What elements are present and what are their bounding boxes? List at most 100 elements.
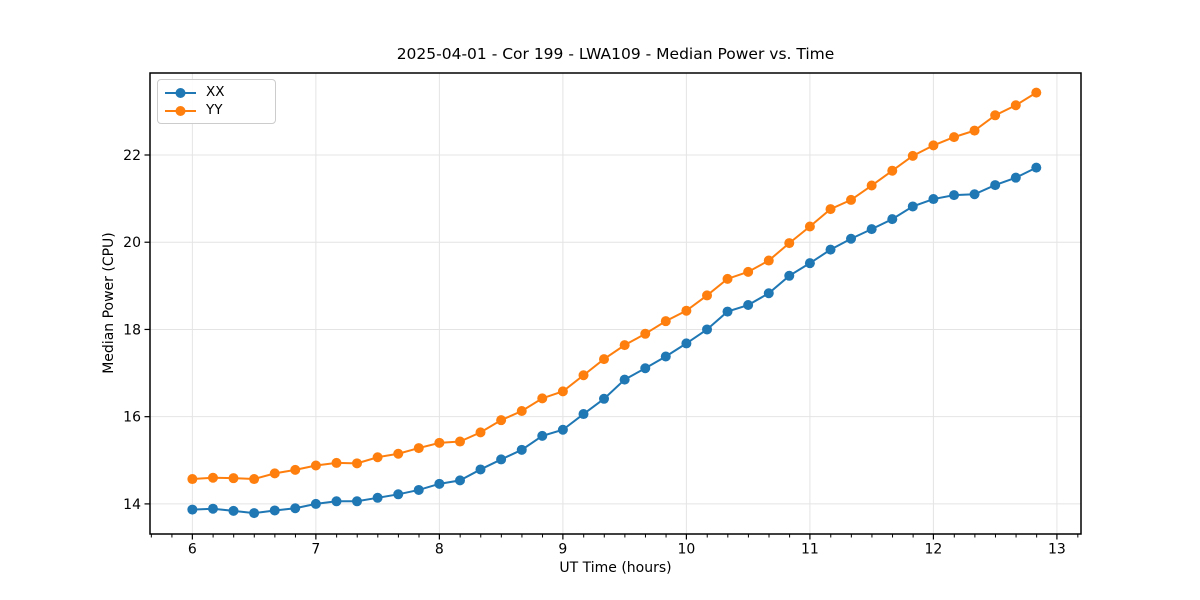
x-tick-label: 10 [677, 542, 695, 558]
data-point-yy [763, 255, 774, 266]
tick-labels: 6 7 8 9 10 11 12 13 14 16 18 20 22 [123, 148, 1066, 558]
data-point-yy [557, 386, 568, 397]
data-point-yy [887, 165, 898, 176]
x-tick-label: 7 [311, 542, 320, 558]
data-point-yy [846, 194, 857, 205]
gridlines [150, 73, 1081, 534]
data-point-yy [866, 180, 877, 191]
data-point-yy [825, 204, 836, 215]
y-tick-label: 14 [123, 497, 141, 513]
data-point-yy [455, 436, 466, 447]
data-point-xx [496, 454, 507, 465]
data-point-yy [290, 464, 301, 475]
data-point-xx [372, 492, 383, 503]
data-point-xx [702, 324, 713, 335]
axes-frame [149, 72, 1082, 535]
data-point-yy [187, 474, 198, 485]
data-point-xx [825, 244, 836, 255]
data-point-yy [722, 273, 733, 284]
series-line-yy [192, 91, 1037, 481]
data-point-xx [763, 288, 774, 299]
data-point-yy [516, 406, 527, 417]
data-point-xx [784, 270, 795, 281]
data-point-xx [681, 338, 692, 349]
data-point-xx [207, 503, 218, 514]
data-point-yy [413, 443, 424, 454]
data-point-yy [249, 474, 260, 485]
data-point-xx [516, 444, 527, 455]
data-point-xx [351, 496, 362, 507]
data-point-xx [249, 508, 260, 519]
x-tick-label: 12 [924, 542, 942, 558]
data-point-yy [743, 266, 754, 277]
data-point-xx [1031, 162, 1042, 173]
data-series [187, 87, 1042, 519]
data-point-xx [578, 409, 589, 420]
data-point-xx [619, 374, 630, 385]
data-point-yy [949, 132, 960, 143]
data-point-yy [969, 125, 980, 136]
data-point-xx [907, 201, 918, 212]
legend-label-xx: XX [206, 84, 225, 100]
data-point-xx [434, 478, 445, 489]
data-point-xx [846, 233, 857, 244]
data-point-yy [1010, 100, 1021, 111]
legend-marker-xx [165, 87, 196, 98]
data-point-xx [290, 503, 301, 514]
data-point-xx [887, 214, 898, 225]
data-point-yy [496, 415, 507, 426]
data-point-yy [269, 468, 280, 479]
data-point-yy [1031, 87, 1042, 98]
legend-label-yy: YY [206, 102, 223, 118]
legend-item-xx: XX [164, 84, 275, 101]
data-point-xx [743, 300, 754, 311]
x-tick-label: 9 [558, 542, 567, 558]
data-point-xx [413, 484, 424, 495]
data-point-yy [372, 452, 383, 463]
data-point-xx [475, 464, 486, 475]
y-tick-label: 22 [123, 148, 141, 164]
data-point-yy [990, 110, 1001, 121]
data-point-yy [434, 437, 445, 448]
data-point-yy [331, 457, 342, 468]
data-point-xx [1010, 172, 1021, 183]
data-point-yy [702, 290, 713, 301]
x-tick-label: 8 [435, 542, 444, 558]
data-point-yy [660, 316, 671, 327]
data-point-yy [537, 393, 548, 404]
data-point-yy [804, 221, 815, 232]
data-point-xx [228, 505, 239, 516]
plot-frame [149, 72, 1082, 535]
data-point-xx [537, 430, 548, 441]
data-point-yy [475, 427, 486, 438]
data-point-yy [351, 458, 362, 469]
data-point-xx [269, 505, 280, 516]
x-tick-label: 13 [1048, 542, 1066, 558]
data-point-xx [660, 351, 671, 362]
x-tick-label: 6 [188, 542, 197, 558]
legend-marker-yy [165, 105, 196, 116]
series-line-xx [192, 166, 1037, 515]
data-point-yy [907, 150, 918, 161]
data-point-xx [928, 194, 939, 205]
data-point-xx [804, 258, 815, 269]
data-point-xx [455, 475, 466, 486]
data-point-yy [619, 340, 630, 351]
data-point-yy [928, 140, 939, 151]
x-axis-label: UT Time (hours) [559, 560, 672, 576]
y-axis-label: Median Power (CPU) [101, 232, 117, 374]
legend-item-yy: YY [164, 102, 275, 119]
x-tick-label: 11 [801, 542, 819, 558]
data-point-yy [310, 460, 321, 471]
data-point-xx [969, 189, 980, 200]
data-point-yy [681, 305, 692, 316]
data-point-yy [599, 354, 610, 365]
data-point-xx [866, 224, 877, 235]
chart-title: 2025-04-01 - Cor 199 - LWA109 - Median P… [396, 45, 835, 63]
data-point-yy [640, 328, 651, 339]
data-point-xx [557, 424, 568, 435]
data-point-yy [207, 472, 218, 483]
data-point-xx [949, 190, 960, 201]
